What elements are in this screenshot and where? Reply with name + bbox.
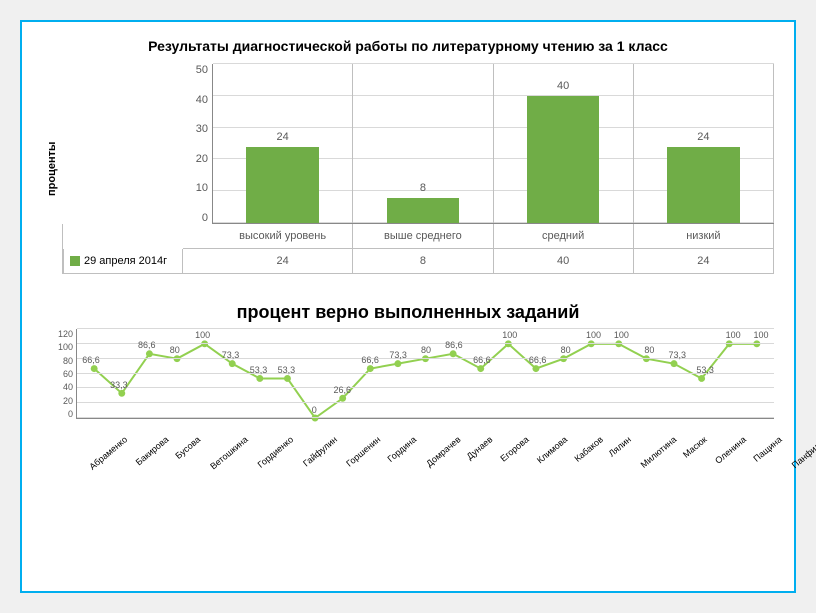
chart2-point-label: 26,6 <box>333 385 351 395</box>
chart1-data-row: 29 апреля 2014г 2484024 <box>62 249 774 274</box>
chart2-point-label: 73,3 <box>222 350 240 360</box>
gridline <box>77 328 774 329</box>
chart1-category-label: выше среднего <box>353 224 493 249</box>
chart2: 120 100 80 60 40 20 0 66,6 33,3 86,6 80 100 73,3 53,… <box>42 329 774 419</box>
gridline <box>77 343 774 344</box>
chart1-bar: 24 <box>667 147 739 223</box>
chart1-bar-cell: 8 <box>353 64 493 223</box>
chart-frame: Результаты диагностической работы по лит… <box>20 20 796 593</box>
chart1-bar: 40 <box>527 96 599 223</box>
chart2-marker <box>450 350 457 357</box>
chart1-ytick: 40 <box>196 94 208 106</box>
chart2-point-label: 80 <box>644 345 654 355</box>
chart2-point-label: 86,6 <box>445 340 463 350</box>
chart2-point-label: 80 <box>561 345 571 355</box>
legend-swatch-icon <box>70 256 80 266</box>
chart1-legend-cell: 29 апреля 2014г <box>63 249 183 274</box>
chart1-title: Результаты диагностической работы по лит… <box>42 38 774 54</box>
chart1-bar-cell: 24 <box>213 64 353 223</box>
chart1-data-cell: 40 <box>494 249 634 274</box>
chart2-marker <box>532 365 539 372</box>
chart2-ytick: 0 <box>68 409 73 419</box>
chart1-ytick: 0 <box>202 212 208 224</box>
chart2-marker <box>394 360 401 367</box>
chart2-ytick: 120 <box>58 329 73 339</box>
gridline <box>77 387 774 388</box>
chart2-marker <box>367 365 374 372</box>
chart1-yaxis: 50 40 30 20 10 0 <box>182 64 212 224</box>
chart1-bar-value: 8 <box>387 182 459 194</box>
chart2-point-label: 100 <box>754 330 769 340</box>
chart2-ytick: 80 <box>63 356 73 366</box>
chart2-marker <box>256 375 263 382</box>
chart2-point-label: 73,3 <box>389 350 407 360</box>
chart2-xlabels: АбраменкоБакироваБусоваВетошкинаГордиенк… <box>76 419 774 489</box>
chart1-ytick: 30 <box>196 123 208 135</box>
chart2-point-label: 53,3 <box>278 365 296 375</box>
gridline <box>77 417 774 418</box>
chart1-plot: 24 8 40 24 <box>212 64 774 224</box>
chart2-title: процент верно выполненных заданий <box>42 302 774 323</box>
chart2-plot: 66,6 33,3 86,6 80 100 73,3 53,3 53,3 0 26,6 66,6 73… <box>76 329 774 419</box>
chart2-ytick: 20 <box>63 396 73 406</box>
chart2-point-label: 100 <box>502 330 517 340</box>
chart2-ytick: 40 <box>63 382 73 392</box>
chart2-point-label: 66,6 <box>473 355 491 365</box>
chart2-point-label: 66,6 <box>82 355 100 365</box>
chart2-ytick: 60 <box>63 369 73 379</box>
chart1-ytick: 10 <box>196 182 208 194</box>
chart1-data-cell: 24 <box>634 249 774 274</box>
chart2-point-label: 100 <box>614 330 629 340</box>
chart2-point-label: 53,3 <box>696 365 714 375</box>
chart1-bar-cell: 24 <box>634 64 774 223</box>
chart2-marker <box>312 415 319 422</box>
chart1-data-cell: 24 <box>213 249 353 274</box>
chart2-marker <box>698 375 705 382</box>
chart2-marker <box>284 375 291 382</box>
chart2-point-label: 53,3 <box>250 365 268 375</box>
chart2-point-label: 66,6 <box>529 355 547 365</box>
chart2-point-label: 100 <box>586 330 601 340</box>
chart2-marker <box>671 360 678 367</box>
chart1-ytick: 20 <box>196 153 208 165</box>
chart2-marker <box>146 350 153 357</box>
chart2-ytick: 100 <box>58 342 73 352</box>
chart2-marker <box>229 360 236 367</box>
chart1-bar-value: 24 <box>246 131 318 143</box>
chart2-marker <box>91 365 98 372</box>
chart2-point-label: 0 <box>312 405 317 415</box>
chart1-bar-cell: 40 <box>494 64 634 223</box>
chart2-point-label: 80 <box>421 345 431 355</box>
chart1-data-cell: 8 <box>353 249 493 274</box>
chart1-legend-label: 29 апреля 2014г <box>84 255 167 267</box>
chart1-bar-value: 40 <box>527 80 599 92</box>
gridline <box>77 402 774 403</box>
chart2-point-label: 100 <box>726 330 741 340</box>
chart2-point-label: 86,6 <box>138 340 156 350</box>
chart1-bar: 8 <box>387 198 459 223</box>
chart2-yaxis: 120 100 80 60 40 20 0 <box>42 329 76 419</box>
chart2-point-label: 66,6 <box>361 355 379 365</box>
chart1: проценты 50403020100 2484024 высокий уро… <box>42 64 774 274</box>
gridline <box>77 373 774 374</box>
chart1-bar-value: 24 <box>667 131 739 143</box>
chart2-point-label: 33,3 <box>110 380 128 390</box>
chart1-bar: 24 <box>246 147 318 223</box>
chart1-category-label: средний <box>494 224 634 249</box>
chart1-category-row: высокий уровеньвыше среднегосреднийнизки… <box>62 224 774 249</box>
chart2-marker <box>477 365 484 372</box>
chart2-point-label: 80 <box>170 345 180 355</box>
chart1-ylabel: проценты <box>42 64 62 274</box>
chart1-category-label: низкий <box>634 224 774 249</box>
chart1-category-label: высокий уровень <box>213 224 353 249</box>
chart2-point-label: 73,3 <box>669 350 687 360</box>
chart1-ytick: 50 <box>196 64 208 76</box>
chart2-point-label: 100 <box>195 330 210 340</box>
chart2-marker <box>118 390 125 397</box>
chart2-marker <box>339 395 346 402</box>
